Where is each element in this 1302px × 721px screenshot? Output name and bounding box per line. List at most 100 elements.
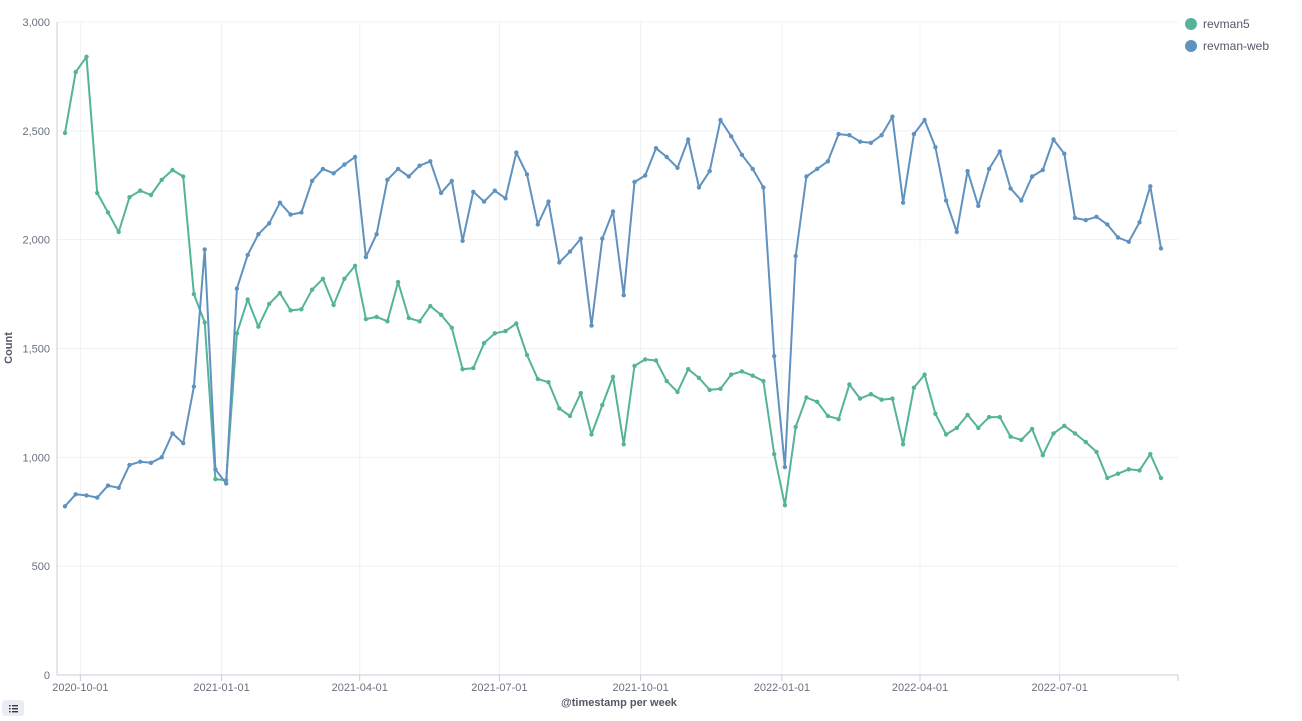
x-tick-label: 2021-10-01 [612,682,668,694]
x-axis-title: @timestamp per week [561,697,678,709]
data-point-revman5 [460,367,465,372]
data-point-revman5 [696,375,702,381]
data-point-revman5 [900,442,906,447]
legend-toggle-button[interactable] [2,700,24,716]
data-point-revman5 [267,301,272,307]
data-point-revman5 [438,312,444,317]
data-point-revman5 [213,476,218,482]
y-tick-label: 2,500 [22,126,50,138]
data-point-revman-web [557,260,562,265]
data-point-revman-web [481,199,487,204]
data-point-revman5 [686,367,691,372]
data-point-revman-web [965,168,970,174]
data-point-revman5 [922,372,927,377]
data-point-revman5 [245,297,250,302]
data-point-revman-web [148,460,154,465]
data-point-revman5 [1105,475,1110,481]
data-point-revman-web [417,163,422,168]
data-point-revman-web [578,236,583,241]
data-point-revman-web [503,196,508,201]
data-point-revman5 [1062,423,1067,428]
data-point-revman5 [986,414,992,420]
data-point-revman-web [600,236,605,241]
data-point-revman-web [1040,167,1046,173]
data-point-revman-web [95,495,100,500]
data-point-revman-web [363,254,369,260]
data-point-revman-web [181,441,186,446]
data-point-revman-web [374,232,379,237]
data-point-revman-web [492,188,497,193]
data-point-revman5 [1040,453,1046,458]
data-point-revman5 [847,382,852,387]
data-point-revman5 [1126,467,1132,472]
x-tick-label: 2021-01-01 [193,682,249,694]
data-point-revman5 [1072,431,1078,436]
data-point-revman-web [675,165,680,170]
legend-label-revman-web: revman-web [1203,39,1269,53]
data-point-revman5 [621,442,626,447]
y-axis-title: Count [3,332,15,364]
data-point-revman-web [159,455,164,460]
data-point-revman-web [267,221,272,226]
data-point-revman5 [481,340,487,346]
data-point-revman5 [739,369,745,374]
data-point-revman5 [181,174,186,179]
data-point-revman5 [868,392,874,397]
x-tick-label: 2022-01-01 [754,682,810,694]
data-point-revman5 [857,396,863,401]
data-point-revman-web [299,210,304,215]
data-point-revman-web [471,189,476,194]
data-point-revman-web [986,166,992,172]
data-point-revman5 [116,229,121,235]
data-point-revman-web [438,190,444,196]
data-point-revman-web [1083,217,1089,223]
legend: revman5 revman-web [1185,17,1269,53]
data-point-revman5 [675,389,680,395]
data-point-revman-web [245,252,250,258]
data-point-revman-web [1008,186,1013,191]
legend-swatch-revman5 [1185,18,1197,30]
data-point-revman5 [911,385,917,390]
data-point-revman5 [1115,471,1121,476]
data-point-revman-web [954,229,959,235]
data-point-revman-web [1105,222,1110,227]
data-point-revman-web [847,133,852,138]
data-point-revman-web [750,166,755,172]
data-point-revman-web [632,179,637,185]
data-point-revman-web [997,149,1002,154]
data-point-revman-web [589,323,594,328]
plot-area [62,54,1164,509]
data-point-revman-web [170,431,175,436]
data-point-revman5 [772,451,777,457]
data-point-revman5 [138,188,143,193]
data-point-revman-web [309,178,315,184]
data-point-revman-web [976,203,981,209]
data-point-revman5 [954,425,959,431]
data-point-revman5 [374,314,379,320]
data-point-revman5 [600,402,605,408]
data-point-revman-web [621,293,626,298]
data-point-revman-web [105,483,111,488]
data-point-revman-web [664,154,669,160]
data-point-revman5 [718,386,723,391]
y-axis: 0 500 1,000 1,500 2,000 2,500 3,000 [22,17,58,682]
data-point-revman5 [707,387,712,393]
data-point-revman5 [589,432,594,437]
data-point-revman5 [320,276,326,281]
data-point-revman-web [772,353,777,359]
data-point-revman-web [825,159,831,164]
data-point-revman5 [352,263,358,268]
list-icon [9,705,18,713]
data-point-revman5 [1137,468,1142,473]
data-point-revman-web [234,286,240,291]
data-point-revman5 [1158,475,1164,481]
data-point-revman-web [342,162,347,167]
y-tick-label: 3,000 [22,17,50,29]
data-point-revman5 [471,365,476,371]
data-point-revman-web [653,146,659,151]
data-point-revman-web [643,173,648,178]
data-point-revman5 [729,372,734,377]
data-point-revman-web [1019,198,1024,203]
data-point-revman5 [782,503,788,508]
